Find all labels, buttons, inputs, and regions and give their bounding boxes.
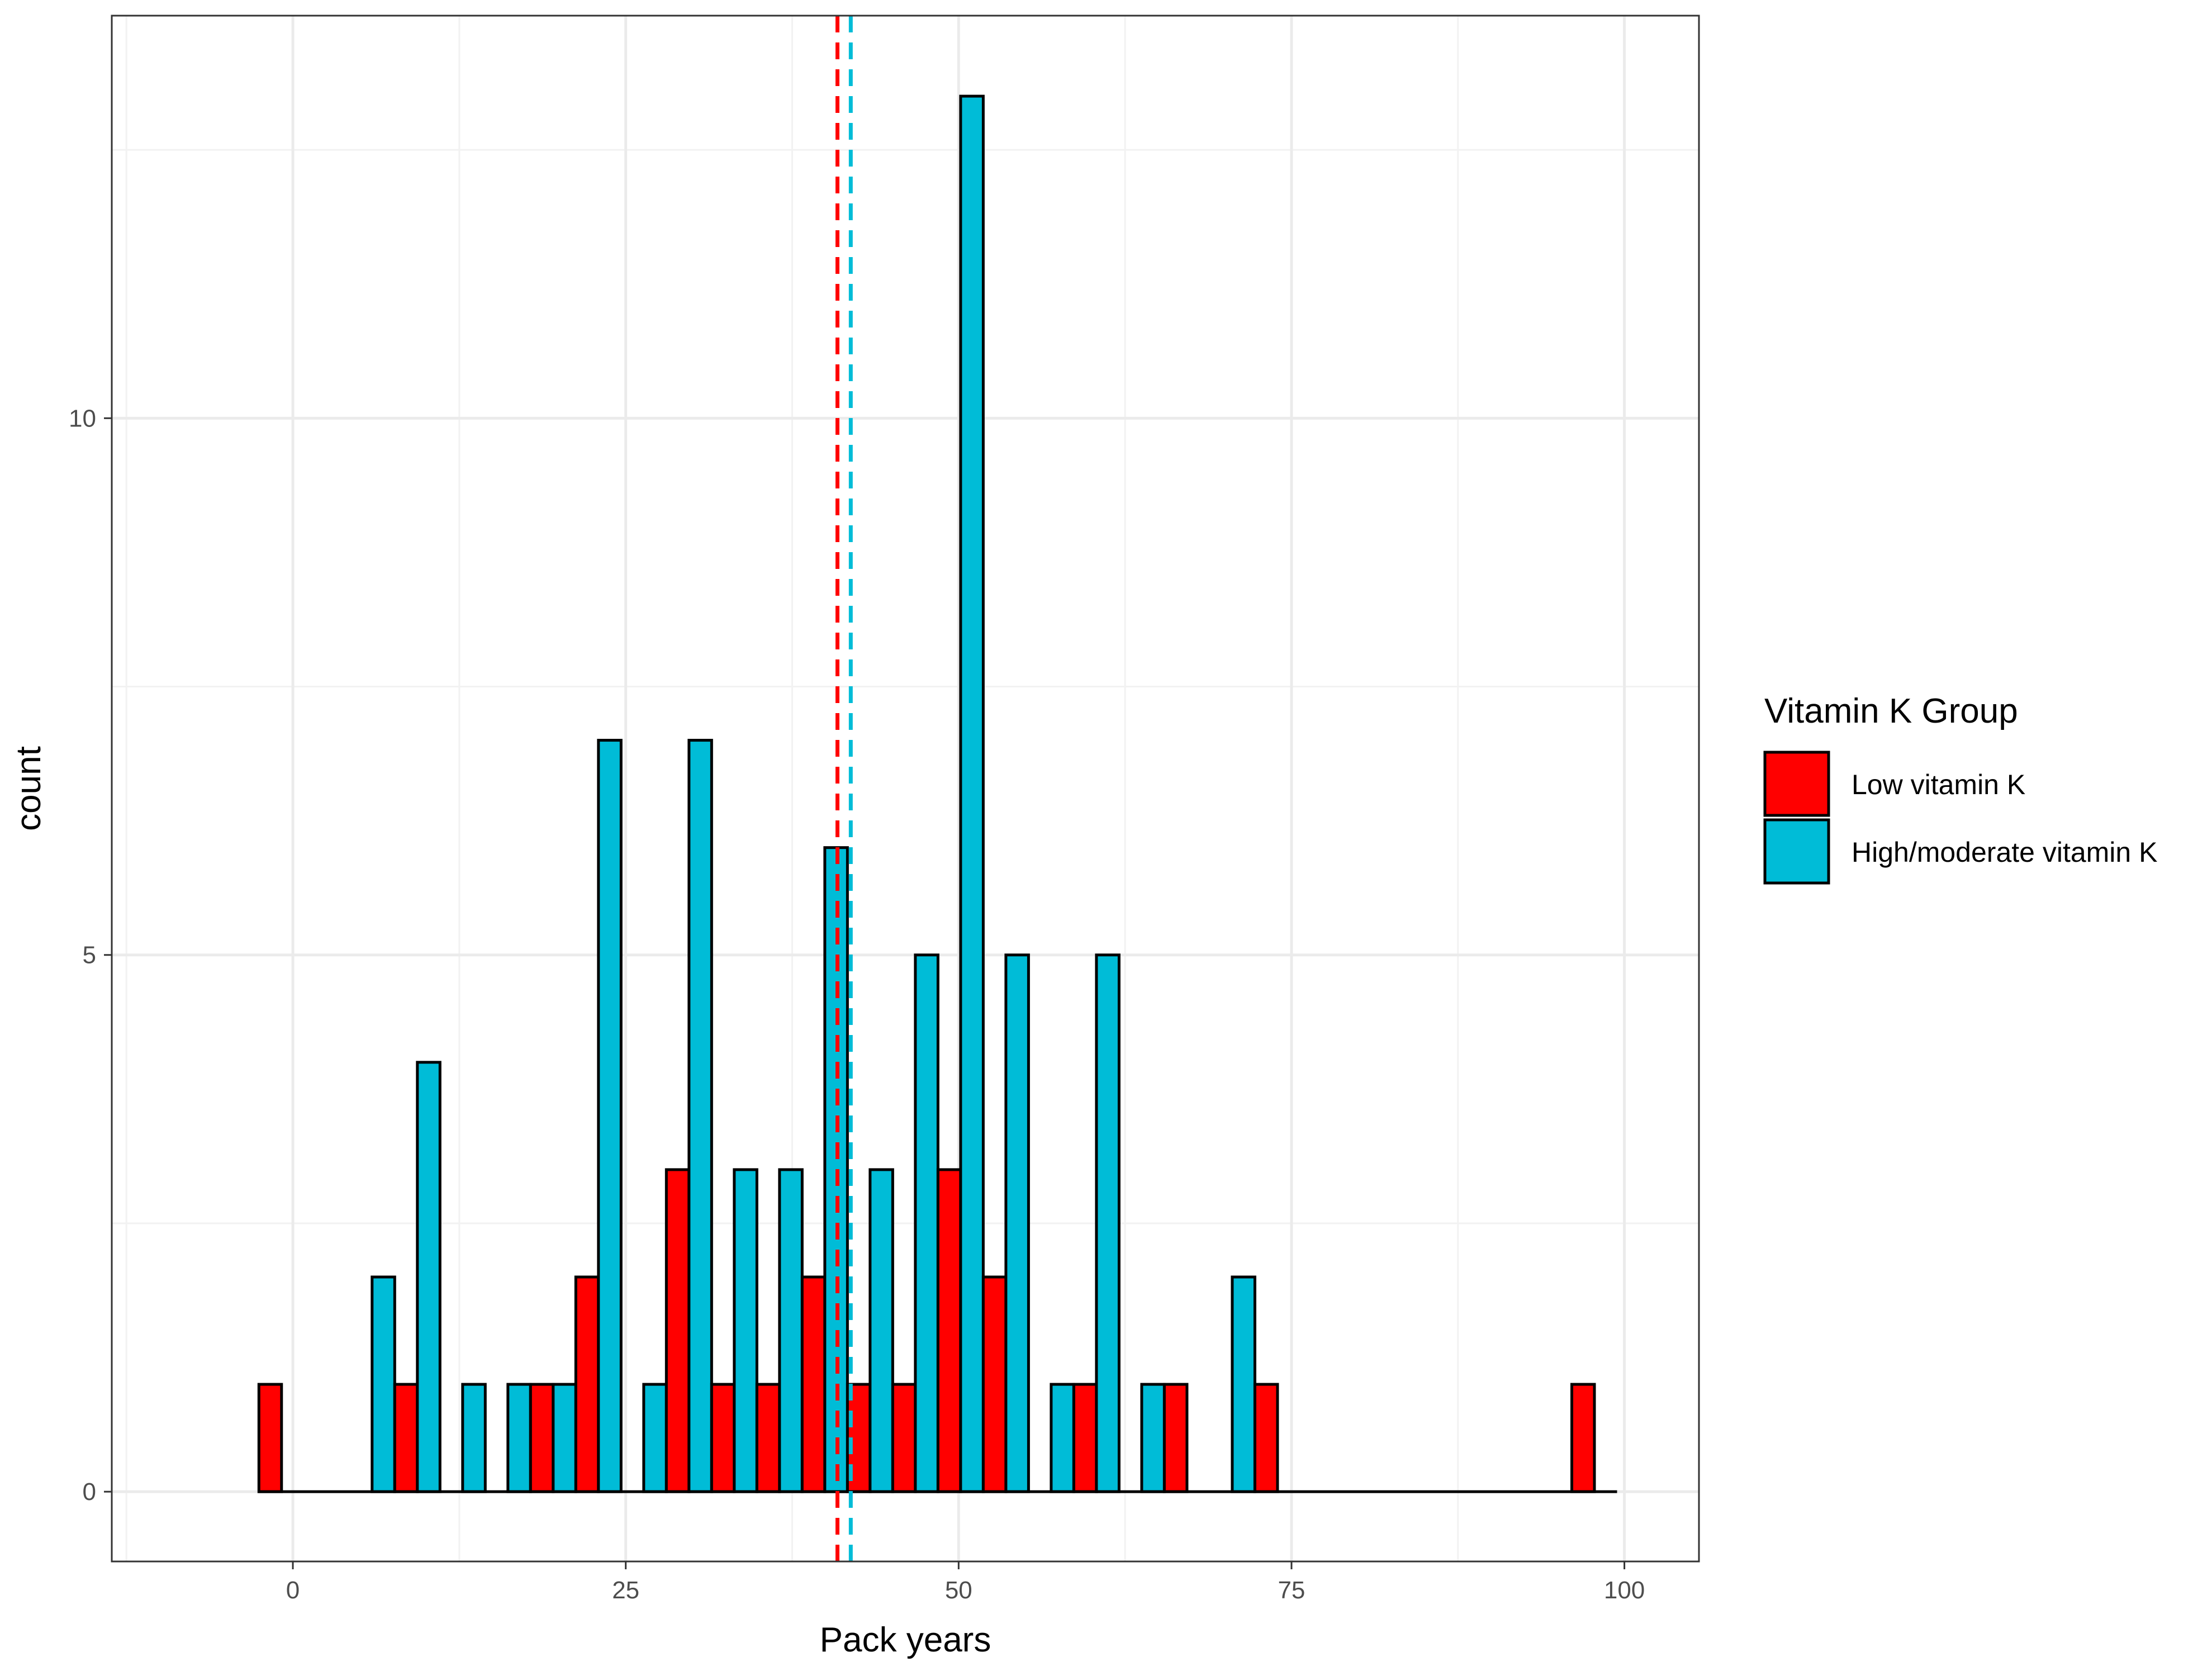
mean-lines [835,16,853,1561]
bar [642,1383,668,1493]
bar [664,1168,691,1493]
bar [1095,953,1121,1493]
legend-title: Vitamin K Group [1764,692,2018,730]
bar [1231,1275,1256,1493]
bar [800,1275,827,1493]
bar [710,1383,736,1493]
grid-minor [112,16,1699,1561]
x-tick-label: 75 [1278,1577,1305,1604]
y-tick-label: 10 [69,405,96,432]
bar [868,1168,894,1493]
bar [461,1383,487,1493]
bars [257,94,1596,1493]
x-tick-label: 100 [1604,1577,1645,1604]
bar [1162,1383,1189,1493]
bar [936,1168,962,1493]
bar [733,1168,758,1493]
bar [257,1383,283,1493]
bar [778,1168,804,1493]
bar [416,1061,442,1493]
bar [1050,1383,1075,1493]
bar [755,1383,781,1493]
y-axis-title: count [10,746,48,831]
legend-key-high [1763,818,1830,885]
bar [506,1383,532,1493]
x-axis: 0 25 50 75 100 [286,1561,1645,1604]
x-axis-title: Pack years [820,1621,991,1659]
x-tick-label: 0 [286,1577,300,1604]
panel-border [111,15,1700,1563]
bar [914,953,939,1493]
bar [552,1383,577,1493]
x-tick-label: 25 [612,1577,639,1604]
bar [1072,1383,1098,1493]
bar [1570,1383,1596,1493]
bar [891,1383,917,1493]
y-axis: 0 5 10 [69,405,112,1506]
bar [371,1275,396,1493]
bar [981,1275,1008,1493]
bar [597,739,623,1493]
bar [1004,953,1030,1493]
y-tick-label: 5 [83,942,96,969]
bar [529,1383,555,1493]
bar [959,94,985,1493]
bar [687,739,713,1493]
bar [1253,1383,1279,1493]
legend: Vitamin K Group Low vitamin K High/moder… [1763,692,2157,885]
legend-key-low [1763,751,1830,817]
legend-label-low: Low vitamin K [1852,769,2025,800]
bar [393,1383,419,1493]
bar [574,1275,600,1493]
bar [1140,1383,1166,1493]
y-tick-label: 0 [83,1478,96,1506]
x-tick-label: 50 [945,1577,972,1604]
legend-label-high: High/moderate vitamin K [1852,837,2157,868]
